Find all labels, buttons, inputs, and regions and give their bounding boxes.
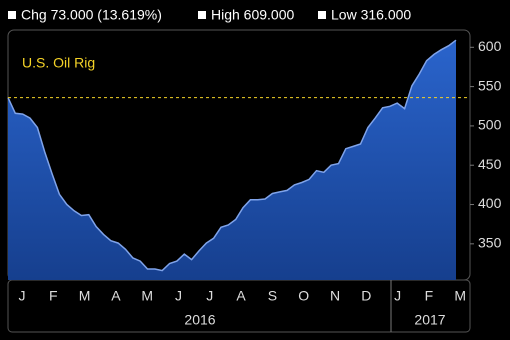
x-tick-label: A: [236, 288, 246, 304]
x-tick-label: O: [298, 288, 309, 304]
legend-square: [318, 11, 326, 19]
y-tick-label: 600: [478, 38, 502, 54]
year-label: 2016: [184, 312, 215, 328]
y-tick-label: 450: [478, 156, 502, 172]
line: [7, 39, 457, 272]
legend-stat: High 609.000: [211, 7, 295, 23]
x-tick-label: M: [454, 288, 466, 304]
year-label: 2017: [414, 312, 445, 328]
legend-square: [198, 11, 206, 19]
area: [8, 40, 456, 281]
x-tick-label: A: [111, 288, 121, 304]
chart-title: U.S. Oil Rig: [22, 55, 95, 71]
x-tick-label: J: [206, 288, 213, 304]
y-tick-label: 400: [478, 195, 502, 211]
x-tick-label: J: [175, 288, 182, 304]
x-tick-label: F: [49, 288, 58, 304]
legend-stat: Chg 73.000 (13.619%): [21, 7, 162, 23]
x-tick-label: D: [361, 288, 371, 304]
x-tick-label: F: [425, 288, 434, 304]
y-tick-label: 350: [478, 235, 502, 251]
y-tick-label: 550: [478, 77, 502, 93]
legend-stat: Low 316.000: [331, 7, 411, 23]
x-tick-label: J: [19, 288, 26, 304]
x-tick-label: N: [330, 288, 340, 304]
x-tick-label: M: [79, 288, 91, 304]
y-tick-label: 500: [478, 117, 502, 133]
x-tick-label: J: [394, 288, 401, 304]
legend-square: [8, 11, 16, 19]
x-tick-label: S: [268, 288, 277, 304]
x-tick-label: M: [141, 288, 153, 304]
